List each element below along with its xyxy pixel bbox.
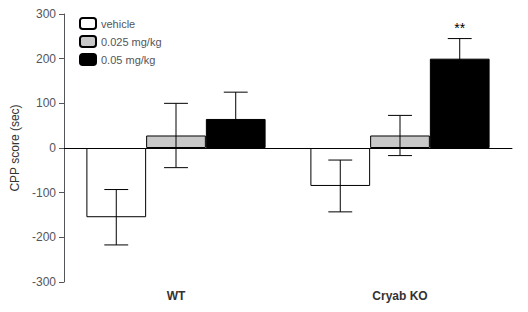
svg-text:Cryab KO: Cryab KO	[372, 289, 427, 303]
svg-text:200: 200	[36, 52, 56, 66]
svg-text:0: 0	[49, 141, 56, 155]
svg-text:**: **	[454, 20, 465, 36]
svg-text:0.025 mg/kg: 0.025 mg/kg	[101, 36, 162, 48]
svg-text:-200: -200	[32, 230, 56, 244]
svg-text:vehicle: vehicle	[101, 18, 135, 30]
svg-text:WT: WT	[167, 289, 186, 303]
svg-text:0.05 mg/kg: 0.05 mg/kg	[101, 54, 155, 66]
svg-text:CPP score (sec): CPP score (sec)	[8, 104, 22, 191]
svg-text:-100: -100	[32, 186, 56, 200]
svg-text:300: 300	[36, 7, 56, 21]
svg-text:100: 100	[36, 96, 56, 110]
svg-text:-300: -300	[32, 275, 56, 289]
